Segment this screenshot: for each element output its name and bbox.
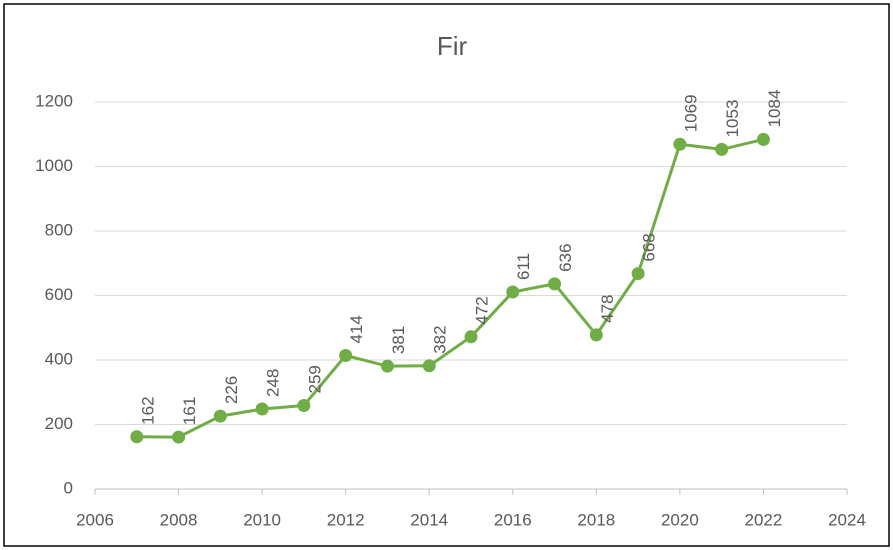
data-point xyxy=(172,430,186,444)
data-point xyxy=(506,285,520,299)
x-tick-label: 2018 xyxy=(577,510,615,529)
data-point xyxy=(631,267,645,281)
data-point xyxy=(548,277,562,291)
y-tick-label: 1200 xyxy=(35,91,73,110)
y-tick-label: 800 xyxy=(45,220,73,239)
data-point xyxy=(213,409,227,423)
x-tick-label: 2010 xyxy=(243,510,281,529)
y-tick-label: 600 xyxy=(45,285,73,304)
data-point xyxy=(380,359,394,373)
data-point xyxy=(589,328,603,342)
y-tick-label: 0 xyxy=(64,478,73,497)
x-tick-label: 2024 xyxy=(828,510,866,529)
data-label: 161 xyxy=(180,397,199,425)
data-label: 226 xyxy=(222,376,241,404)
data-point xyxy=(715,142,729,156)
x-tick-label: 2020 xyxy=(661,510,699,529)
data-label: 1084 xyxy=(765,90,784,128)
y-tick-label: 400 xyxy=(45,349,73,368)
x-tick-label: 2022 xyxy=(745,510,783,529)
series-line xyxy=(136,137,764,439)
data-label: 248 xyxy=(264,369,283,397)
data-label: 162 xyxy=(138,396,157,424)
chart-title: Fir xyxy=(437,31,468,61)
data-point xyxy=(756,132,770,146)
data-label: 611 xyxy=(514,253,533,280)
y-tick-label: 200 xyxy=(45,414,73,433)
data-label: 636 xyxy=(556,244,575,272)
data-label: 414 xyxy=(347,315,366,343)
data-label: 668 xyxy=(640,233,659,261)
data-label: 472 xyxy=(472,296,491,324)
data-point xyxy=(422,359,436,373)
data-point xyxy=(339,348,353,362)
data-label: 1069 xyxy=(681,94,700,132)
data-point xyxy=(297,398,311,412)
x-tick-label: 2016 xyxy=(494,510,532,529)
y-tick-label: 1000 xyxy=(35,156,73,175)
chart-border xyxy=(3,3,890,547)
x-tick-label: 2008 xyxy=(160,510,198,529)
x-tick-label: 2012 xyxy=(327,510,365,529)
data-label: 478 xyxy=(598,294,617,322)
x-tick-label: 2006 xyxy=(76,510,114,529)
data-label: 382 xyxy=(431,325,450,353)
data-point xyxy=(464,330,478,344)
data-point xyxy=(255,402,269,416)
x-tick-label: 2014 xyxy=(410,510,448,529)
data-point xyxy=(130,430,144,444)
data-label: 259 xyxy=(305,365,324,393)
data-label: 381 xyxy=(389,326,408,354)
data-label: 1053 xyxy=(723,100,742,138)
data-point xyxy=(673,137,687,151)
